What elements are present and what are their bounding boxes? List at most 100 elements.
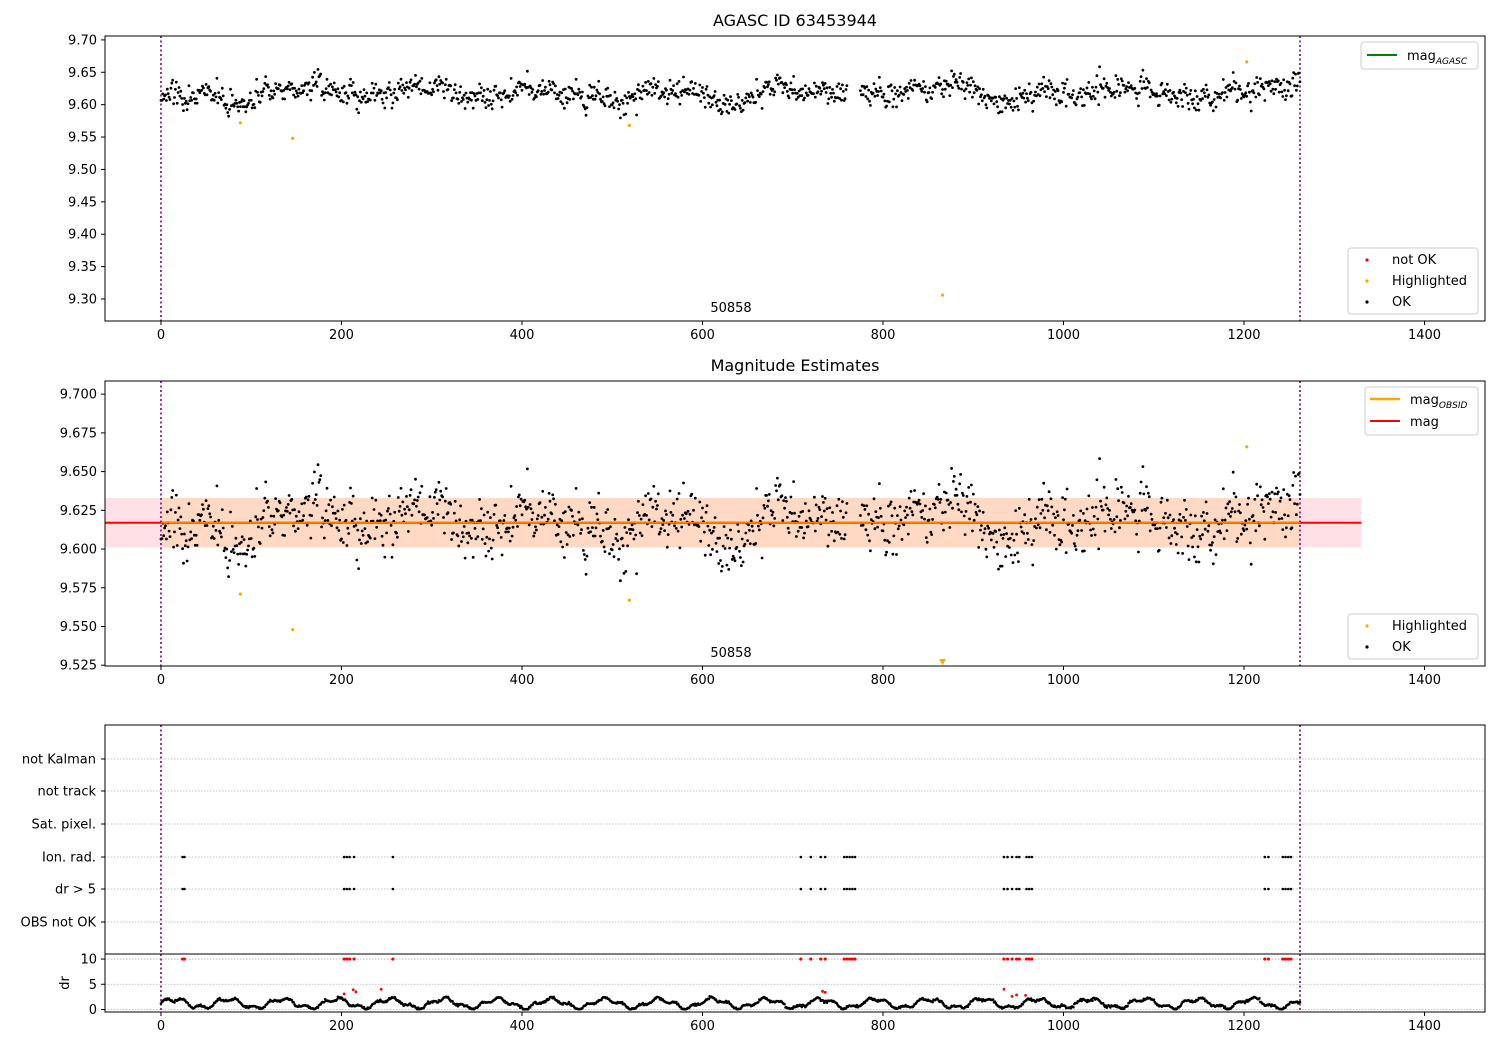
ok-point — [316, 463, 320, 467]
ok-point — [264, 75, 268, 78]
highlighted-point — [238, 592, 242, 596]
dr-point — [173, 1001, 176, 1004]
dr-clipped-point — [1263, 957, 1267, 961]
ok-point — [231, 548, 235, 551]
ok-point — [319, 72, 323, 76]
ok-point — [574, 487, 578, 490]
dr-point — [503, 999, 507, 1003]
ok-point — [944, 491, 948, 495]
ok-point — [772, 93, 776, 97]
ok-point — [1267, 84, 1270, 87]
ok-point — [1227, 512, 1231, 516]
ok-point — [1005, 96, 1008, 100]
ok-point — [178, 94, 182, 98]
ok-point — [1205, 88, 1209, 92]
ok-point — [727, 568, 731, 571]
ok-point — [249, 537, 253, 540]
ok-point — [1210, 543, 1213, 547]
dr-clipped-point — [352, 957, 356, 961]
ok-point — [1249, 562, 1253, 566]
ok-point — [683, 517, 686, 520]
ok-point — [355, 558, 359, 562]
ok-point — [1285, 94, 1288, 98]
ok-point — [167, 95, 171, 99]
ok-point — [513, 514, 517, 517]
ok-point — [167, 529, 171, 533]
ok-point — [1207, 93, 1211, 97]
ok-point — [818, 508, 822, 511]
ok-point — [297, 87, 301, 91]
ok-point — [337, 529, 341, 532]
ok-point — [968, 90, 971, 94]
ok-point — [976, 505, 980, 508]
ok-point — [530, 90, 534, 94]
ok-point — [892, 97, 896, 101]
ok-point — [168, 98, 172, 101]
ok-point — [379, 89, 383, 92]
ok-point — [1008, 536, 1012, 540]
ok-point — [359, 542, 363, 545]
magnitude-legend-obsid-label: magOBSID — [1410, 393, 1468, 411]
ok-point — [978, 509, 981, 513]
ok-point — [1193, 106, 1196, 110]
ok-point — [546, 517, 550, 521]
ok-point — [1184, 508, 1188, 511]
ok-point — [1076, 95, 1080, 99]
agasc-legend-notok-marker — [1365, 258, 1369, 262]
ok-point — [313, 71, 316, 74]
ok-point — [373, 537, 377, 540]
ok-point — [568, 98, 572, 101]
ok-point — [314, 493, 318, 496]
ok-point — [497, 531, 500, 535]
ok-point — [1184, 86, 1188, 90]
ok-point — [201, 503, 204, 506]
ok-point — [401, 83, 405, 87]
ok-point — [841, 500, 844, 504]
ok-point — [314, 80, 318, 84]
ok-point — [1159, 500, 1163, 504]
ok-point — [1090, 534, 1093, 537]
ok-point — [1016, 104, 1019, 108]
ok-point — [790, 512, 794, 515]
ok-point — [430, 523, 434, 527]
ok-point — [580, 528, 583, 532]
dr-outlier-point — [354, 990, 358, 994]
ok-point — [989, 99, 993, 103]
dr-x-ticks: 0 200 400 600 800 1000 1200 1400 — [157, 1012, 1441, 1034]
ok-point — [626, 101, 629, 105]
ok-point — [381, 543, 385, 547]
ok-point — [1122, 84, 1126, 87]
flag-point — [809, 855, 813, 859]
ok-point — [963, 533, 967, 536]
ok-point — [351, 494, 355, 498]
ok-point — [508, 99, 512, 103]
ok-point — [491, 99, 495, 103]
ok-point — [1122, 501, 1126, 505]
ok-point — [878, 506, 882, 510]
ok-point — [1191, 545, 1194, 549]
ok-point — [1042, 75, 1046, 79]
ok-point — [1012, 538, 1016, 542]
ok-point — [1053, 533, 1056, 537]
ok-point — [1242, 95, 1246, 99]
ok-point — [310, 89, 314, 93]
ok-point — [305, 523, 309, 527]
ok-point — [614, 537, 618, 540]
ok-point — [958, 76, 962, 79]
ok-point — [170, 81, 174, 85]
ok-point — [1294, 474, 1297, 478]
ok-point — [578, 518, 582, 521]
ok-point — [980, 93, 983, 97]
dr-outlier-point — [823, 990, 827, 994]
ok-point — [1251, 89, 1255, 92]
x-tick-label: 0 — [157, 673, 165, 688]
ok-point — [533, 531, 536, 535]
ok-point — [342, 84, 346, 88]
ok-point — [1197, 560, 1201, 564]
ok-point — [342, 503, 346, 507]
ok-point — [654, 83, 657, 87]
ok-point — [774, 76, 777, 80]
ok-point — [637, 514, 641, 517]
ok-point — [170, 496, 174, 499]
dr-point — [968, 1002, 971, 1006]
